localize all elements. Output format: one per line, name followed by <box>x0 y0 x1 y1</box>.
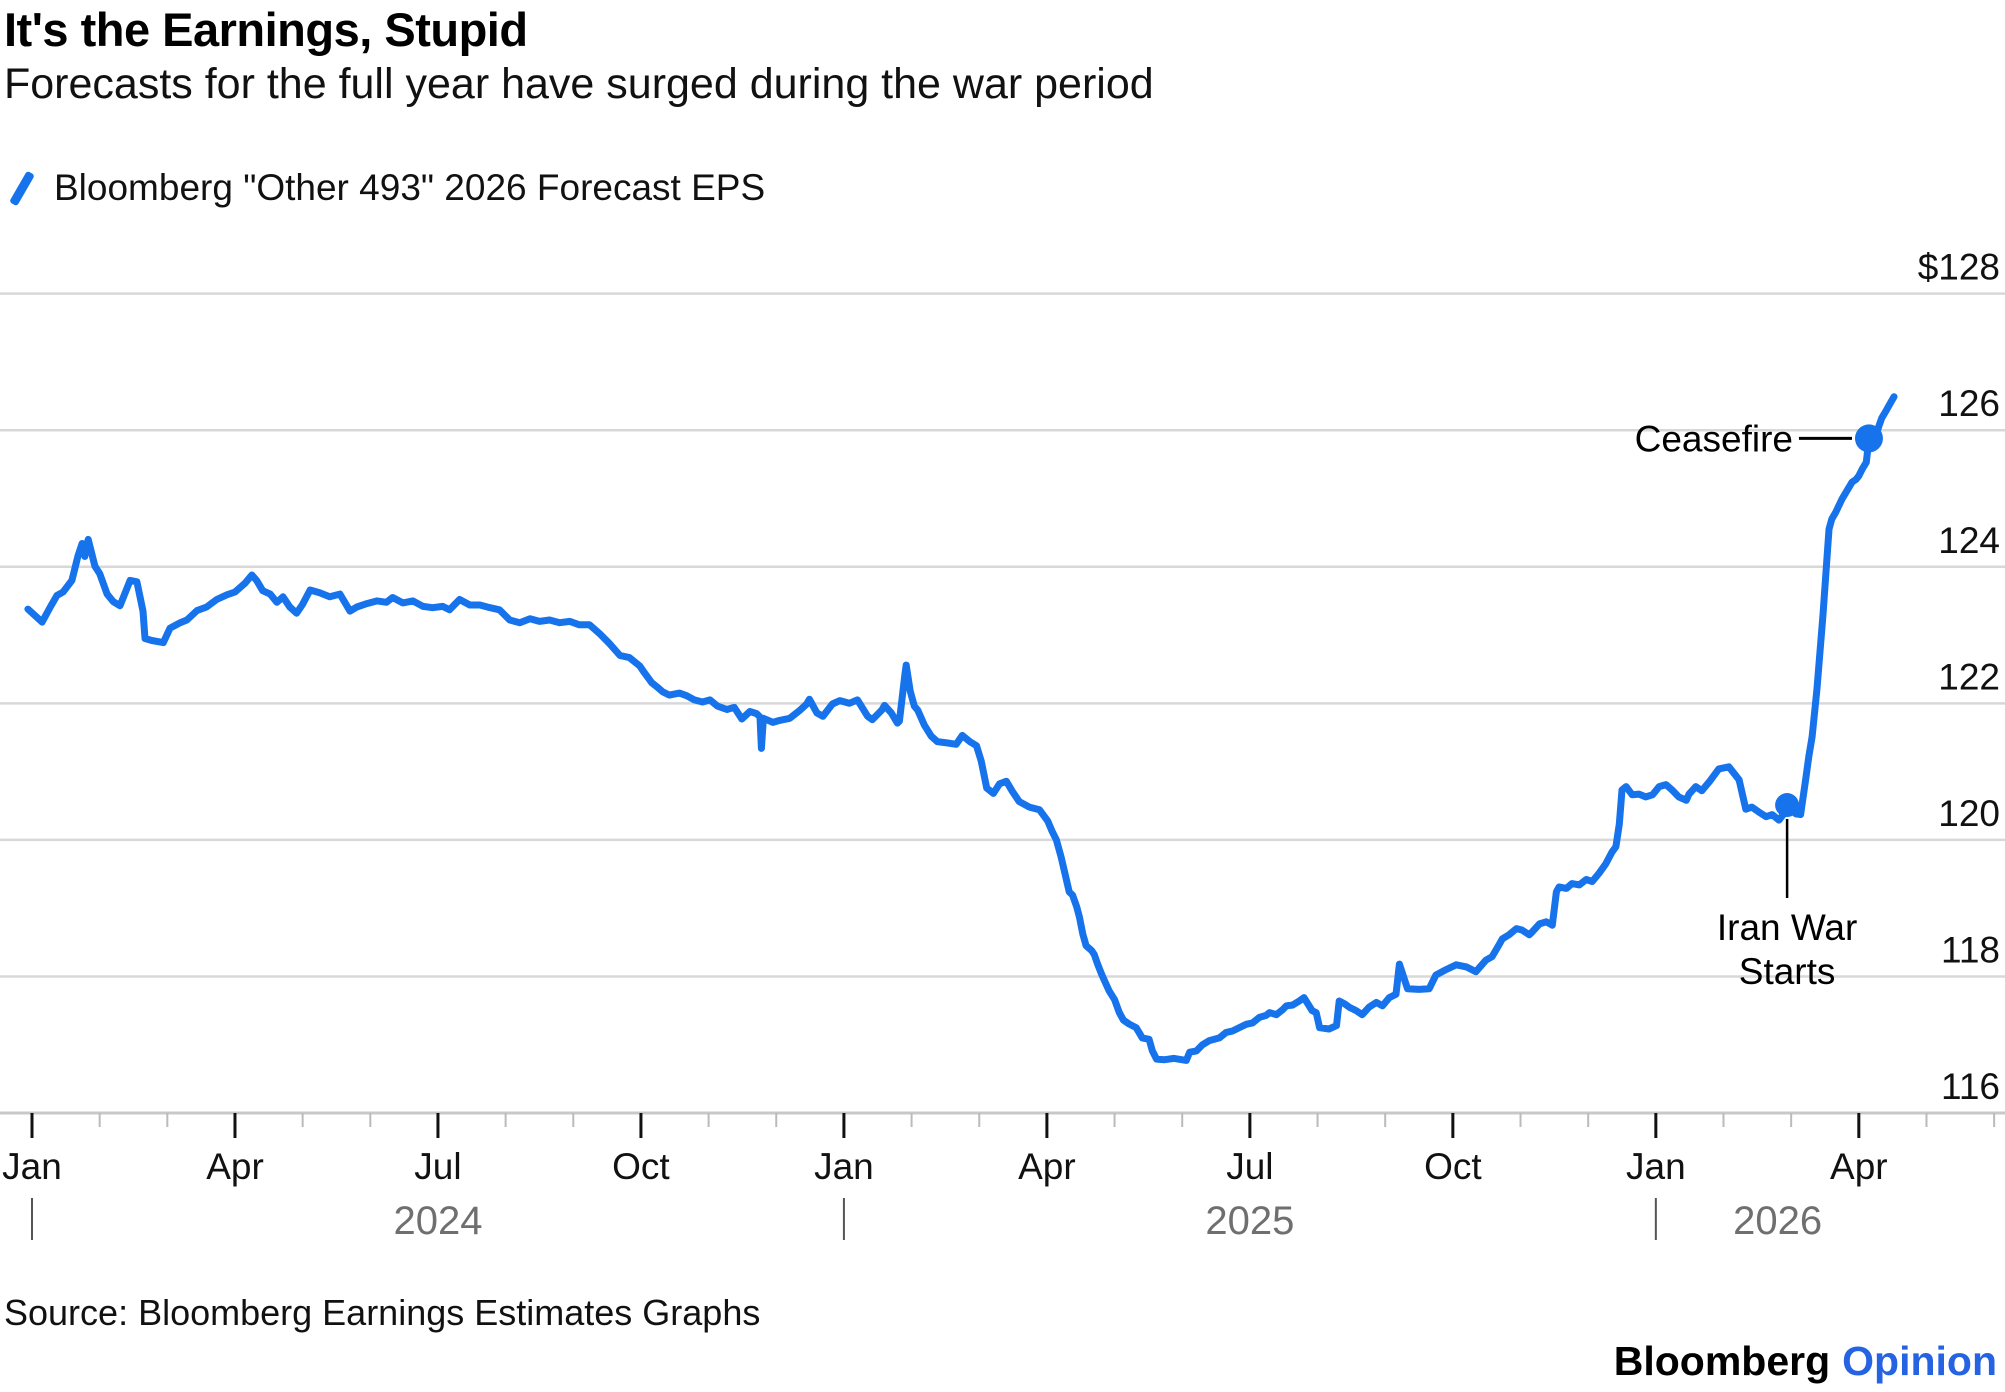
chart-title: It's the Earnings, Stupid <box>4 3 528 56</box>
year-label-2024: 2024 <box>393 1199 482 1243</box>
y-tick-label-118: 118 <box>1941 929 2000 970</box>
iran-war-label-line2: Starts <box>1739 951 1836 992</box>
brand-opinion: Opinion <box>1842 1338 1997 1384</box>
x-tick-label: Apr <box>1830 1146 1888 1187</box>
brand-logo: Bloomberg Opinion <box>1614 1338 1997 1385</box>
x-tick-label: Oct <box>612 1146 670 1187</box>
y-axis-labels: 116 118 120 122 124 126 $128 <box>1918 247 2000 1107</box>
iran-war-label-line1: Iran War <box>1717 907 1857 948</box>
x-tick-label: Jan <box>814 1146 874 1187</box>
y-tick-label-120: 120 <box>1938 793 2000 834</box>
ceasefire-label: Ceasefire <box>1635 418 1793 459</box>
series-line-swatch-icon <box>9 170 35 206</box>
year-label-2025: 2025 <box>1205 1199 1294 1243</box>
data-series <box>24 393 1898 1064</box>
year-label-2026: 2026 <box>1733 1199 1822 1243</box>
y-tick-label-128: $128 <box>1918 247 2000 288</box>
eps-forecast-line <box>24 393 1898 1064</box>
x-tick-label: Apr <box>1018 1146 1076 1187</box>
x-tick-label: Jan <box>1626 1146 1686 1187</box>
y-tick-label-124: 124 <box>1938 520 2000 561</box>
gridlines <box>0 292 2005 978</box>
chart-subtitle: Forecasts for the full year have surged … <box>4 60 1154 108</box>
source-note: Source: Bloomberg Earnings Estimates Gra… <box>4 1292 761 1333</box>
x-tick-label: Apr <box>206 1146 264 1187</box>
iran-war-marker-dot <box>1775 793 1800 818</box>
y-tick-label-126: 126 <box>1938 383 2000 424</box>
x-tick-label: Jan <box>2 1146 62 1187</box>
ceasefire-marker-dot <box>1854 424 1883 453</box>
legend-series-label: Bloomberg "Other 493" 2026 Forecast EPS <box>54 167 766 208</box>
x-tick-label: Oct <box>1424 1146 1482 1187</box>
axis-ticks <box>30 1113 1996 1138</box>
year-labels: 2024 2025 2026 <box>31 1198 1822 1243</box>
y-tick-label-116: 116 <box>1941 1066 2000 1107</box>
x-tick-label: Jul <box>1226 1146 1273 1187</box>
x-axis-labels: Jan Apr Jul Oct Jan Apr Jul Oct Jan Apr <box>2 1146 1887 1187</box>
legend: Bloomberg "Other 493" 2026 Forecast EPS <box>6 166 765 210</box>
brand-bloomberg: Bloomberg <box>1613 1338 1831 1384</box>
x-tick-label: Jul <box>414 1146 461 1187</box>
y-tick-label-122: 122 <box>1938 656 2000 697</box>
